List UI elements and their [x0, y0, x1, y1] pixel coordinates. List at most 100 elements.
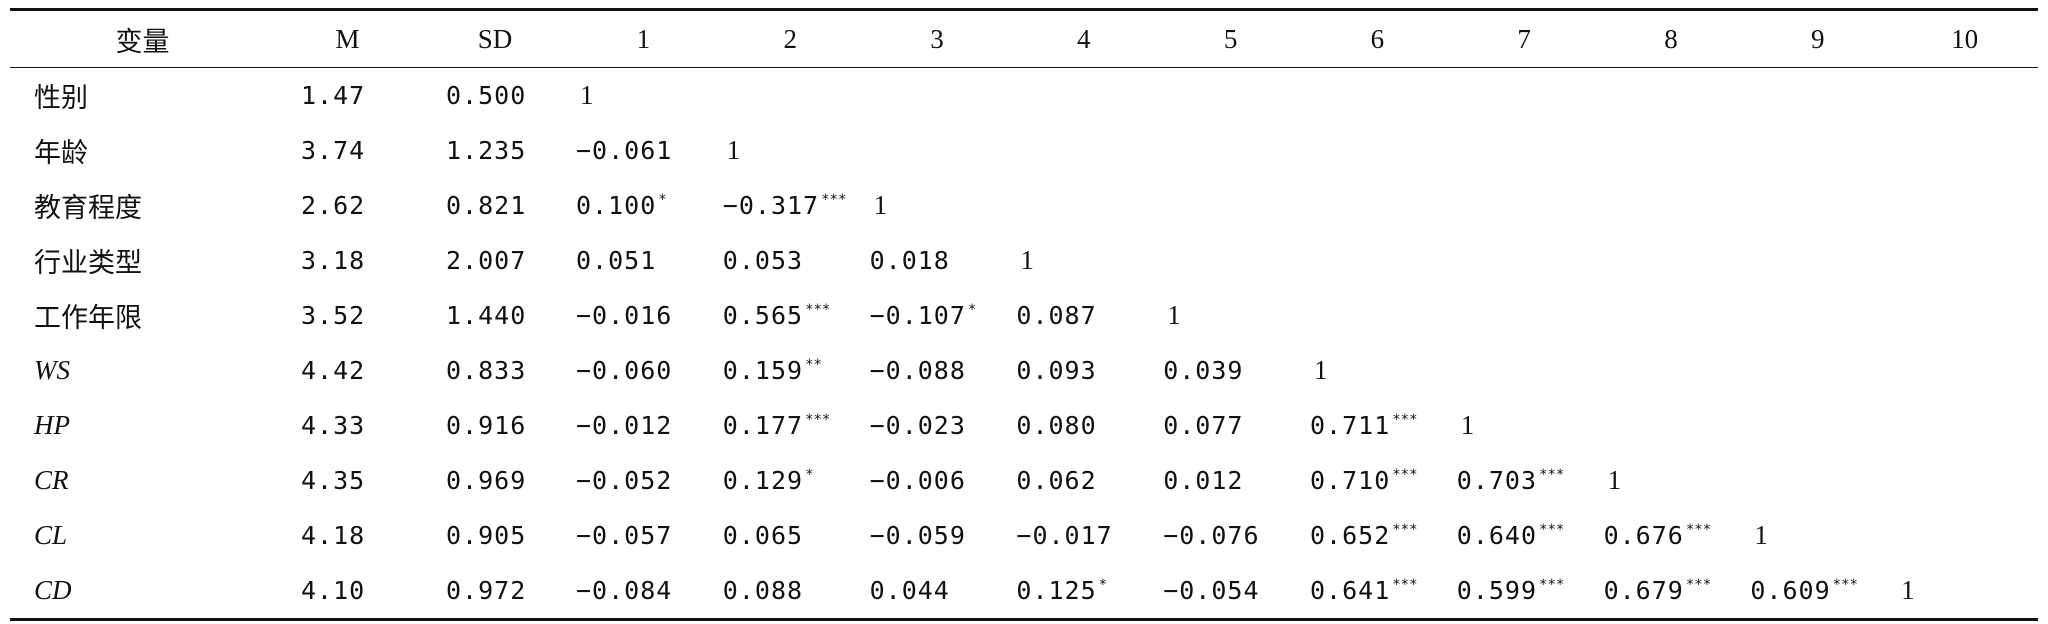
table-row: CL 4.18 0.905 −0.057 0.065 −0.059 −0.017 −0.076…	[10, 508, 2038, 563]
table-row: 行业类型 3.18 2.007 0.051 0.053 0.018 1	[10, 233, 2038, 288]
table-row: 工作年限 3.52 1.440 −0.016 0.565 *** −0.107 * 0.087 1	[10, 288, 2038, 343]
correlation-cell: 1	[1451, 398, 1598, 453]
correlation-value: 1	[1460, 410, 1476, 440]
correlation-cell: 1	[864, 178, 1011, 233]
significance-marker: *	[805, 467, 814, 483]
correlation-value: −0.057	[576, 521, 673, 550]
column-header: 8	[1664, 23, 1678, 54]
correlation-cell	[1598, 123, 1745, 178]
column-header: SD	[477, 23, 513, 54]
correlation-value: 0.159	[722, 356, 804, 385]
correlation-cell: 1	[717, 123, 864, 178]
row-label: HP	[34, 410, 70, 440]
sd-cell: 0.821	[446, 191, 527, 220]
correlation-cell: −0.006	[864, 453, 1011, 508]
correlation-cell: 0.051	[570, 233, 717, 288]
correlation-cell: −0.054	[1157, 563, 1304, 620]
mean-cell: 4.33	[301, 411, 366, 440]
sd-cell: 0.500	[446, 81, 527, 110]
correlation-cell: 0.177 ***	[717, 398, 864, 453]
correlation-cell: 1	[1744, 508, 1891, 563]
correlation-cell	[1010, 178, 1157, 233]
correlation-cell	[1304, 233, 1451, 288]
column-header: 1	[636, 23, 651, 54]
correlation-cell	[1891, 123, 2038, 178]
correlation-value: 1	[726, 135, 742, 165]
correlation-cell: −0.061	[570, 123, 717, 178]
correlation-cell: −0.084	[570, 563, 717, 620]
correlation-cell: 0.062	[1010, 453, 1157, 508]
column-header: 7	[1517, 23, 1531, 54]
correlation-cell: −0.060	[570, 343, 717, 398]
column-header: 9	[1811, 23, 1825, 54]
correlation-cell: 0.676 ***	[1598, 508, 1745, 563]
correlation-cell	[1598, 68, 1745, 124]
correlation-cell: 0.065	[717, 508, 864, 563]
correlation-cell	[1598, 288, 1745, 343]
sd-cell: 0.969	[446, 466, 527, 495]
correlation-cell: 0.077	[1157, 398, 1304, 453]
correlation-value: −0.107	[869, 301, 966, 330]
correlation-cell: −0.012	[570, 398, 717, 453]
correlation-cell	[1891, 233, 2038, 288]
significance-marker: ***	[1539, 467, 1565, 483]
correlation-cell: 0.044	[864, 563, 1011, 620]
correlation-cell	[1010, 68, 1157, 124]
correlation-cell: −0.107 *	[864, 288, 1011, 343]
correlation-value: 0.711	[1309, 411, 1391, 440]
correlation-value: 1	[1167, 300, 1182, 330]
row-label: CR	[34, 465, 69, 495]
correlation-cell: 0.080	[1010, 398, 1157, 453]
mean-cell: 4.10	[301, 576, 366, 605]
correlation-cell: 0.609 ***	[1744, 563, 1891, 620]
correlation-cell: 0.018	[864, 233, 1011, 288]
correlation-cell	[1157, 178, 1304, 233]
significance-marker: ***	[1392, 467, 1418, 483]
sd-cell: 2.007	[446, 246, 527, 275]
significance-marker: ***	[1539, 522, 1565, 538]
correlation-cell	[1451, 288, 1598, 343]
correlation-value: 0.703	[1456, 466, 1538, 495]
significance-marker: *	[967, 302, 977, 318]
correlation-value: −0.016	[576, 301, 673, 330]
correlation-cell: 0.640 ***	[1451, 508, 1598, 563]
correlation-cell	[1891, 178, 2038, 233]
correlation-value: 0.065	[722, 521, 804, 550]
correlation-value: 1	[1313, 355, 1329, 385]
correlation-value: −0.317	[722, 191, 820, 220]
mean-cell: 2.62	[301, 191, 366, 220]
correlation-cell	[1598, 343, 1745, 398]
correlation-cell	[864, 68, 1011, 124]
row-label: 年龄	[34, 138, 88, 169]
correlation-table: 变量 M SD 1 2 3 4 5 6 7 8 9 10 性别 1.47 0.500 1 年龄 3.74 1.235…	[10, 8, 2038, 621]
correlation-value: −0.006	[869, 466, 966, 495]
table-row: CD 4.10 0.972 −0.084 0.088 0.044 0.125 * −0.054 0…	[10, 563, 2038, 620]
correlation-value: −0.054	[1163, 576, 1260, 605]
correlation-cell	[1451, 343, 1598, 398]
correlation-value: 0.652	[1309, 521, 1391, 550]
correlation-cell: 0.679 ***	[1598, 563, 1745, 620]
correlation-value: 0.077	[1163, 411, 1244, 440]
sd-cell: 1.440	[446, 301, 527, 330]
correlation-cell	[1451, 233, 1598, 288]
correlation-value: −0.023	[869, 411, 966, 440]
table-header: 变量 M SD 1 2 3 4 5 6 7 8 9 10	[10, 9, 2038, 68]
correlation-value: 0.018	[869, 246, 950, 275]
correlation-value: −0.052	[576, 466, 673, 495]
correlation-value: −0.012	[576, 411, 673, 440]
correlation-cell	[1744, 68, 1891, 124]
correlation-cell	[1891, 68, 2038, 124]
correlation-value: −0.061	[576, 136, 673, 165]
correlation-value: −0.059	[869, 521, 966, 550]
correlation-value: −0.060	[576, 356, 673, 385]
correlation-cell: 1	[1598, 453, 1745, 508]
sd-cell: 1.235	[446, 136, 527, 165]
correlation-cell: −0.023	[864, 398, 1011, 453]
correlation-cell	[1157, 123, 1304, 178]
correlation-value: 0.053	[722, 246, 804, 275]
correlation-cell	[1744, 123, 1891, 178]
correlation-value: 1	[873, 190, 889, 220]
correlation-cell: 0.129 *	[717, 453, 864, 508]
correlation-cell	[1891, 343, 2038, 398]
correlation-cell	[1744, 343, 1891, 398]
